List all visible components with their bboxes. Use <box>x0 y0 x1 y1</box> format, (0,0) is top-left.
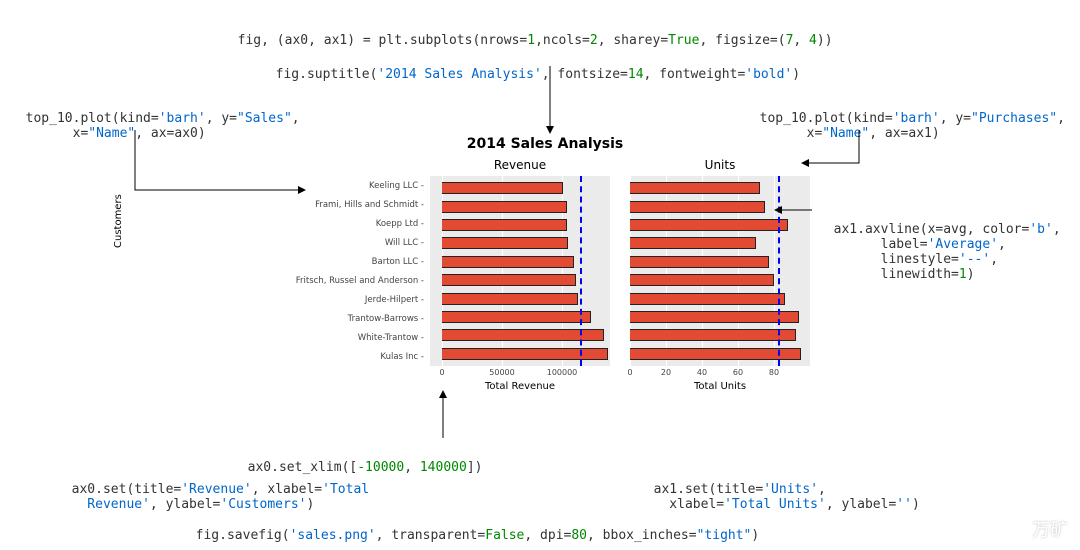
right-xlabel: Total Units <box>630 381 810 392</box>
left-panel-title: Revenue <box>430 158 610 172</box>
ytick-label: Fritsch, Russel and Anderson - <box>280 276 424 286</box>
bar <box>442 293 578 305</box>
ytick-label: Jerde-Hilpert - <box>280 295 424 305</box>
ytick-label: Will LLC - <box>280 238 424 248</box>
bar <box>630 237 756 249</box>
chart-suptitle: 2014 Sales Analysis <box>280 136 810 152</box>
ytick-label: Trantow-Barrows - <box>280 314 424 324</box>
code-plot-right: top_10.plot(kind='barh', y="Purchases", … <box>744 96 1065 141</box>
ytick-label: White-Trantow - <box>280 333 424 343</box>
plot-revenue: 050000100000 Total Revenue <box>430 176 610 366</box>
ytick-label: Barton LLC - <box>280 257 424 267</box>
ytick-label: Keeling LLC - <box>280 181 424 191</box>
chart: 2014 Sales Analysis Customers Keeling LL… <box>280 136 810 408</box>
code-plot-left: top_10.plot(kind='barh', y="Sales", x="N… <box>10 96 300 141</box>
bar <box>630 182 760 194</box>
bar <box>442 348 608 360</box>
bar <box>630 348 801 360</box>
bar <box>630 311 799 323</box>
code-ax1set: ax1.set(title='Units', xlabel='Total Uni… <box>638 467 920 512</box>
chart-ylabel: Customers <box>113 194 124 248</box>
code-suptitle: fig.suptitle('2014 Sales Analysis', font… <box>260 52 800 82</box>
bar <box>442 182 563 194</box>
watermark: 万矿 <box>1032 516 1068 542</box>
ytick-label: Koepp Ltd - <box>280 219 424 229</box>
left-xlabel: Total Revenue <box>430 381 610 392</box>
bar <box>630 201 765 213</box>
ytick-label: Kulas Inc - <box>280 352 424 362</box>
chart-ytick-labels: Keeling LLC - Frami, Hills and Schmidt - K… <box>280 176 428 366</box>
bar <box>630 329 796 341</box>
bar <box>630 293 785 305</box>
ytick-label: Frami, Hills and Schmidt - <box>280 200 424 210</box>
bar <box>442 201 567 213</box>
code-ax0set: ax0.set(title='Revenue', xlabel='Total R… <box>56 467 369 512</box>
bar <box>630 256 769 268</box>
bar <box>442 311 591 323</box>
plot-units: 020406080 Total Units <box>630 176 810 366</box>
bar <box>442 274 576 286</box>
bar <box>630 219 788 231</box>
bar <box>442 219 567 231</box>
right-panel-title: Units <box>630 158 810 172</box>
code-axvline: ax1.axvline(x=avg, color='b', label='Ave… <box>818 207 1061 282</box>
bar <box>442 256 574 268</box>
code-subplots: fig, (ax0, ax1) = plt.subplots(nrows=1,n… <box>222 18 833 48</box>
code-savefig: fig.savefig('sales.png', transparent=Fal… <box>180 513 759 543</box>
bar <box>630 274 774 286</box>
bar <box>442 237 568 249</box>
